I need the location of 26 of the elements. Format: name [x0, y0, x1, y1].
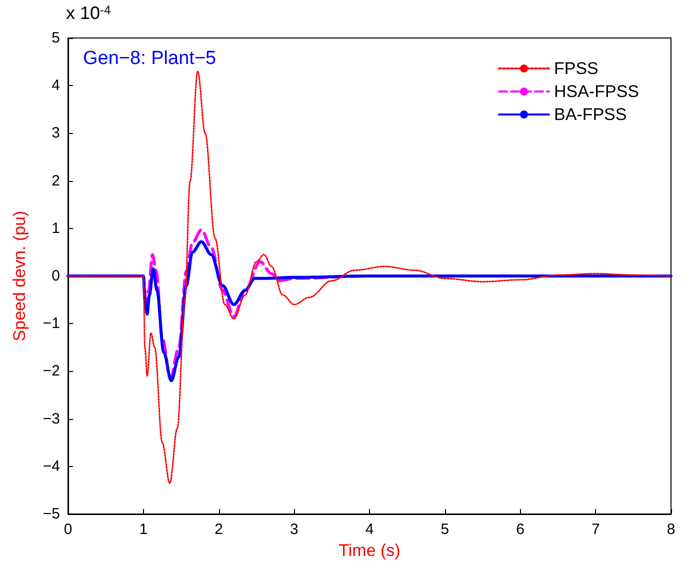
x-tick-label: 7: [591, 521, 600, 538]
y-tick-label: −2: [42, 362, 60, 380]
x-tick-label: 1: [139, 521, 148, 538]
text: Gen−8: Plant−5: [83, 48, 216, 69]
y-tick-label: 3: [52, 124, 60, 142]
x-tick-label: 0: [64, 521, 72, 538]
x-tick-label: 3: [290, 521, 298, 538]
y-tick-label: −1: [42, 315, 60, 332]
y-axis-title: Speed devn. (pu): [10, 210, 29, 342]
x-tick-label: 2: [214, 521, 223, 538]
x-tick-label: 6: [516, 521, 524, 538]
x-tick-label: 4: [365, 521, 374, 538]
y-tick-label: −3: [42, 410, 60, 428]
x-axis-title: Time (s): [338, 540, 400, 560]
y-tick-label: 4: [52, 77, 60, 94]
legend-label: BA-FPSS: [554, 105, 627, 124]
x-tick-label: 5: [440, 521, 450, 538]
y-tick-label: 5: [52, 30, 60, 46]
y-tick-label: −5: [42, 506, 60, 522]
y-tick-label: 2: [52, 172, 60, 190]
y-tick-label: 0: [52, 268, 60, 284]
x-tick-label: 8: [666, 521, 676, 538]
legend-label: HSA-FPSS: [554, 82, 640, 101]
y-tick-label: −4: [42, 458, 60, 475]
y-tick-label: 1: [52, 220, 60, 237]
legend-label: FPSS: [554, 59, 598, 78]
